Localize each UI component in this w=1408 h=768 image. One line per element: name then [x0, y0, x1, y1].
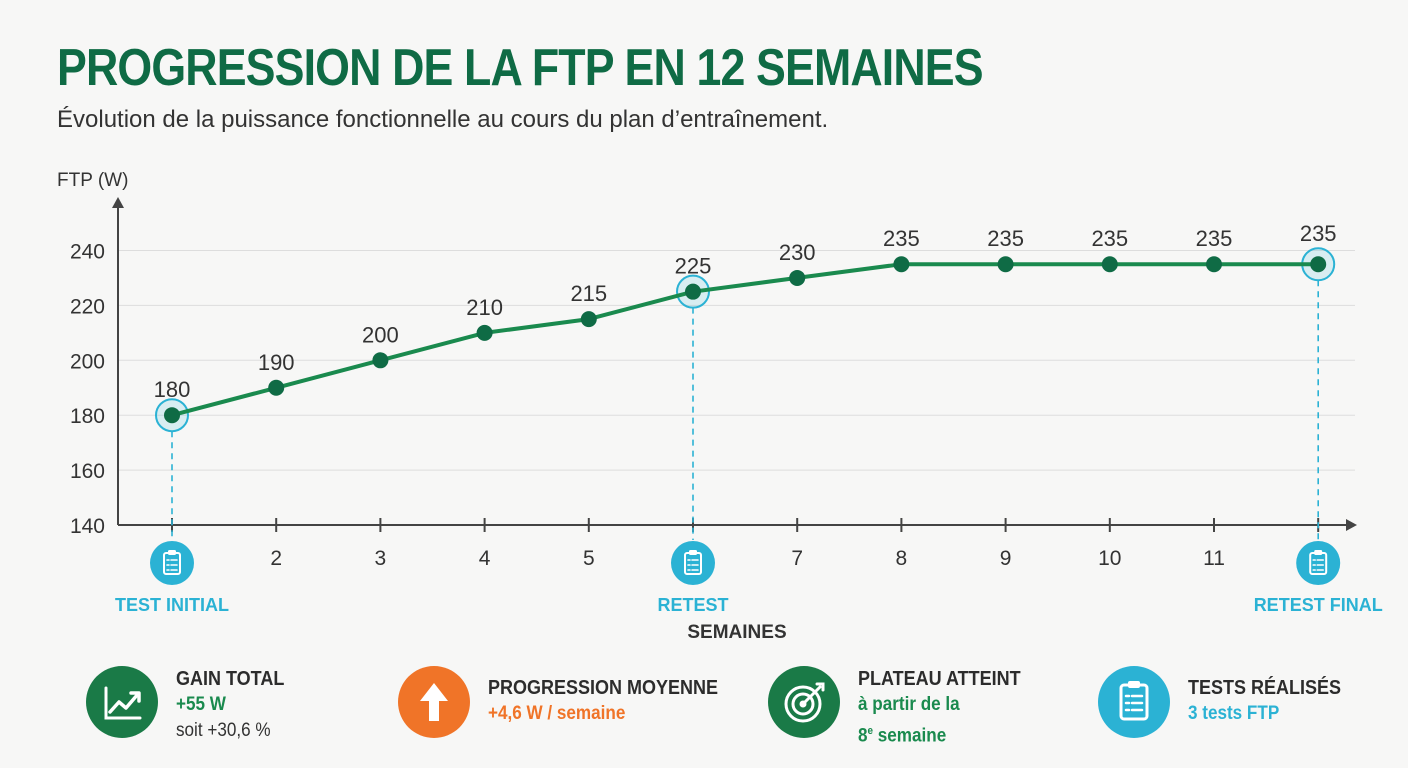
data-point — [893, 256, 910, 273]
x-axis-arrow — [1346, 519, 1357, 531]
y-tick-label: 200 — [70, 350, 105, 373]
data-point — [164, 407, 180, 424]
data-point — [372, 352, 389, 369]
stat-title: TESTS RÉALISÉS — [1188, 677, 1342, 699]
page-subtitle: Évolution de la puissance fonctionnelle … — [57, 106, 829, 133]
clipboard-icon — [163, 550, 181, 575]
ftp-line-chart: FTP (W) 140 160 180 200 220 240 2 3 4 5 7 8 9 10 11 SEMA… — [57, 170, 1383, 643]
stat-detail: soit +30,6 % — [176, 720, 271, 741]
test-label: RETEST FINAL — [1254, 595, 1383, 615]
stat-detail: 8e semaine — [858, 725, 947, 747]
x-tick-label: 4 — [479, 547, 491, 570]
y-axis-arrow — [112, 197, 124, 208]
y-tick-label: 160 — [70, 460, 105, 483]
test-icon-bg — [1296, 541, 1341, 585]
test-label: RETEST — [657, 595, 728, 615]
data-point — [476, 324, 493, 341]
x-tick-label: 9 — [1000, 547, 1012, 570]
data-point — [1206, 256, 1222, 273]
stat-value: +55 W — [176, 694, 226, 715]
data-label: 235 — [1091, 226, 1128, 251]
x-axis-title: SEMAINES — [687, 622, 786, 643]
series-line — [170, 262, 1321, 418]
data-label: 190 — [258, 350, 295, 375]
y-tick-label: 220 — [70, 295, 105, 318]
stat-value: +4,6 W / semaine — [488, 703, 626, 724]
y-axis-title: FTP (W) — [57, 170, 128, 191]
x-tick-label: 3 — [375, 547, 387, 570]
data-label: 235 — [1300, 221, 1337, 246]
target-icon — [768, 666, 840, 738]
page-title: PROGRESSION DE LA FTP EN 12 SEMAINES — [57, 39, 984, 97]
y-tick-label: 240 — [70, 241, 105, 264]
data-label: 200 — [362, 322, 399, 347]
data-label: 215 — [570, 281, 607, 306]
y-tick-label: 180 — [70, 405, 105, 428]
data-label: 235 — [883, 226, 920, 251]
arrow-up-icon — [398, 666, 470, 738]
data-label: 230 — [779, 240, 816, 265]
trend-up-icon — [86, 666, 158, 738]
data-point — [997, 256, 1014, 273]
x-tick-label: 8 — [896, 547, 908, 570]
data-point — [268, 379, 285, 396]
clipboard-icon — [1098, 666, 1170, 738]
clipboard-icon — [1309, 550, 1328, 575]
x-tick-label: 2 — [270, 547, 282, 570]
data-label: 235 — [987, 226, 1024, 251]
stat-title: PROGRESSION MOYENNE — [488, 677, 719, 699]
stat-title: GAIN TOTAL — [176, 668, 285, 690]
data-point — [1310, 256, 1327, 273]
test-icon-bg — [671, 541, 715, 585]
stat-value: à partir de la — [858, 694, 960, 715]
data-label: 235 — [1196, 226, 1233, 251]
x-tick-label: 10 — [1098, 547, 1121, 570]
clipboard-icon — [684, 550, 702, 575]
data-point — [580, 311, 597, 328]
x-tick-label: 11 — [1203, 547, 1225, 570]
x-tick-label: 5 — [583, 547, 595, 570]
data-label: 225 — [675, 254, 712, 279]
test-icon-bg — [150, 541, 194, 585]
x-tick-label: 7 — [791, 547, 803, 570]
y-tick-label: 140 — [70, 515, 105, 538]
stat-value: 3 tests FTP — [1188, 703, 1280, 724]
data-point — [685, 283, 701, 300]
data-point — [1101, 256, 1118, 273]
test-label: TEST INITIAL — [115, 595, 229, 615]
data-label: 180 — [154, 377, 191, 402]
stat-title: PLATEAU ATTEINT — [858, 668, 1021, 690]
data-point — [789, 269, 806, 286]
data-label: 210 — [466, 295, 503, 320]
